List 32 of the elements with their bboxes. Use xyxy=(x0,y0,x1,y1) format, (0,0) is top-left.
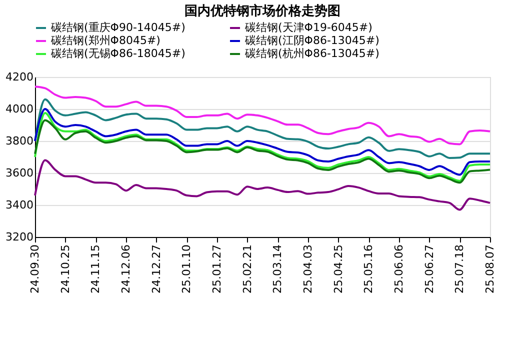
line-series xyxy=(34,98,491,159)
x-tick-label: 25.07.18 xyxy=(453,244,466,294)
x-tick-label: 24.12.27 xyxy=(150,244,163,294)
legend-label: 碳结钢(杭州Φ86-13045#) xyxy=(244,47,380,60)
x-tick-label: 24.09.30 xyxy=(28,244,42,294)
x-tick-label: 25.01.10 xyxy=(180,244,194,294)
x-tick-label: 25.06.06 xyxy=(392,244,406,294)
y-tick-label: 4200 xyxy=(6,70,34,84)
line-series xyxy=(34,86,491,146)
legend-label: 碳结钢(重庆Φ90-14045#) xyxy=(50,21,186,34)
y-tick-label: 3800 xyxy=(6,134,34,148)
x-tick-label: 25.03.14 xyxy=(271,244,284,294)
chart-title: 国内优特钢市场价格走势图 xyxy=(184,3,340,19)
x-tick-label: 25.06.27 xyxy=(422,244,436,294)
y-tick-label: 3600 xyxy=(6,166,34,180)
legend-label: 碳结钢(无锡Φ86-18045#) xyxy=(50,47,186,60)
x-tick-label: 25.01.27 xyxy=(210,244,224,294)
y-tick-label: 3400 xyxy=(6,198,34,212)
line-series xyxy=(34,159,491,211)
legend-label: 碳结钢(郑州Φ8045#) xyxy=(50,34,160,47)
x-tick-label: 25.04.25 xyxy=(332,244,345,294)
x-tick-label: 25.02.21 xyxy=(240,244,254,294)
y-tick-label: 3200 xyxy=(6,230,34,244)
x-tick-label: 25.04.03 xyxy=(302,244,314,294)
legend-label: 碳结钢(天津Φ19-6045#) xyxy=(244,21,372,34)
x-tick-label: 25.08.07 xyxy=(484,244,496,294)
x-tick-label: 24.12.06 xyxy=(120,244,132,294)
x-tick-label: 25.05.16 xyxy=(362,244,376,294)
x-tick-label: 24.10.25 xyxy=(58,244,72,294)
x-tick-label: 24.11.15 xyxy=(89,244,102,294)
legend-label: 碳结钢(江阴Φ86-13045#) xyxy=(244,34,380,47)
y-tick-label: 4000 xyxy=(6,102,34,116)
